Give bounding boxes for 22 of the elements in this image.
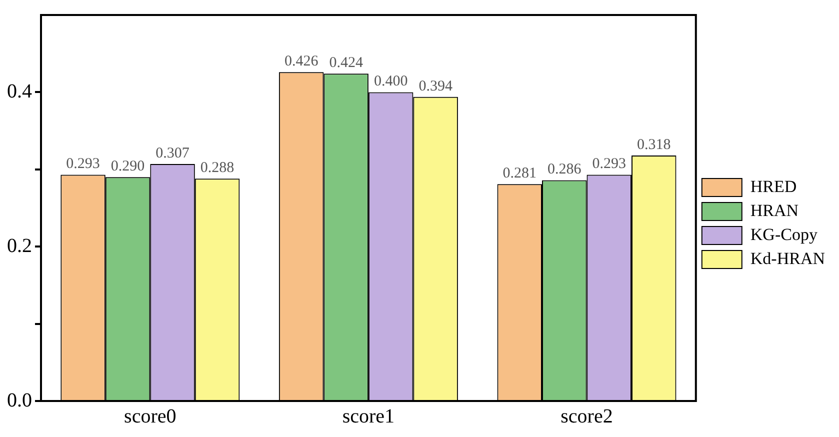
data-label: 0.424 xyxy=(329,55,364,72)
x-tick-label: score1 xyxy=(342,405,395,428)
data-label: 0.318 xyxy=(636,136,671,153)
data-label: 0.293 xyxy=(66,156,100,172)
data-label: 0.288 xyxy=(200,160,234,176)
data-label: 0.307 xyxy=(156,145,190,162)
legend-label: Kd-HRAN xyxy=(750,248,825,268)
data-label: 0.394 xyxy=(418,78,453,94)
legend-label: KG-Copy xyxy=(750,224,818,244)
data-label: 0.400 xyxy=(374,74,408,90)
data-label: 0.286 xyxy=(547,162,582,178)
data-label: 0.293 xyxy=(592,156,626,172)
y-tick-label: 0.2 xyxy=(7,234,32,257)
y-tick-label: 0.0 xyxy=(7,389,32,412)
data-label: 0.426 xyxy=(284,54,319,70)
y-tick-label: 0.4 xyxy=(7,80,32,102)
legend-label: HRED xyxy=(750,176,797,196)
data-label: 0.290 xyxy=(110,158,145,175)
x-tick-label: score2 xyxy=(560,405,613,428)
legend-label: HRAN xyxy=(750,200,799,220)
x-tick-label: score0 xyxy=(124,405,176,428)
data-label: 0.281 xyxy=(502,166,536,182)
